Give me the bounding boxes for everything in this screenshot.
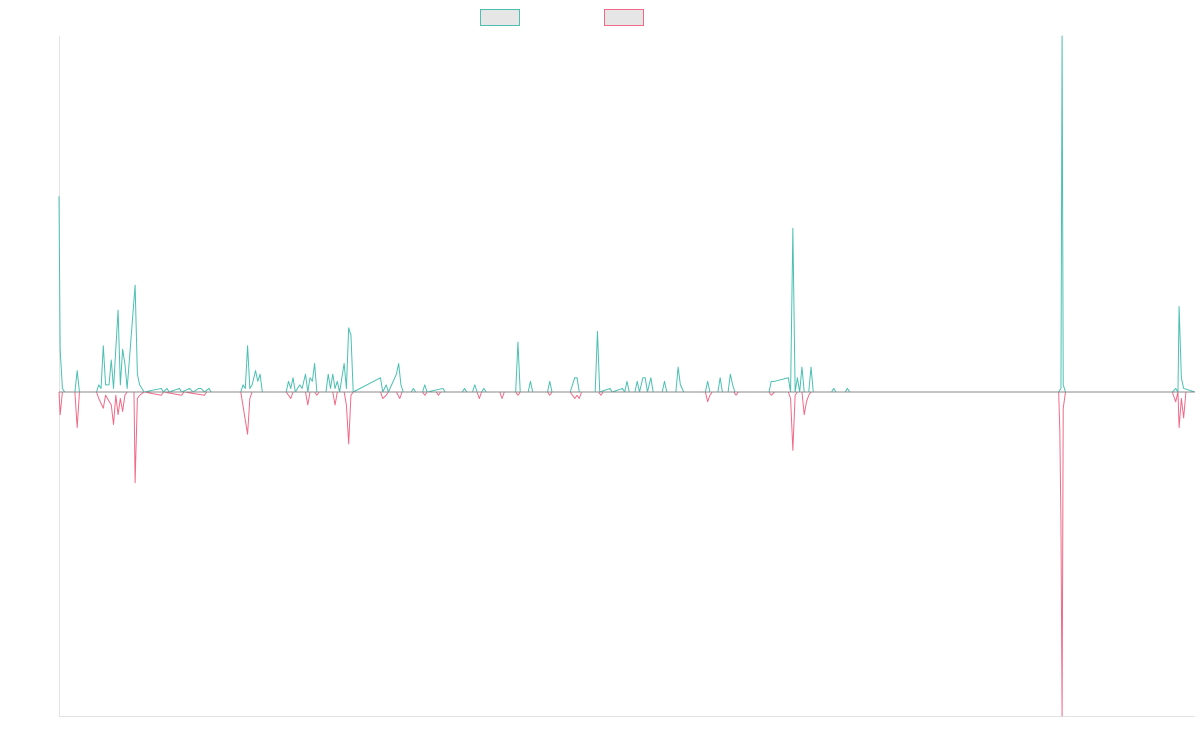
- legend-swatch-series-2[interactable]: [604, 9, 644, 26]
- series-layer: [58, 35, 1196, 717]
- series-line-2: [58, 391, 1195, 717]
- legend-swatch-series-1[interactable]: [480, 9, 520, 26]
- series-line-1: [58, 35, 1196, 393]
